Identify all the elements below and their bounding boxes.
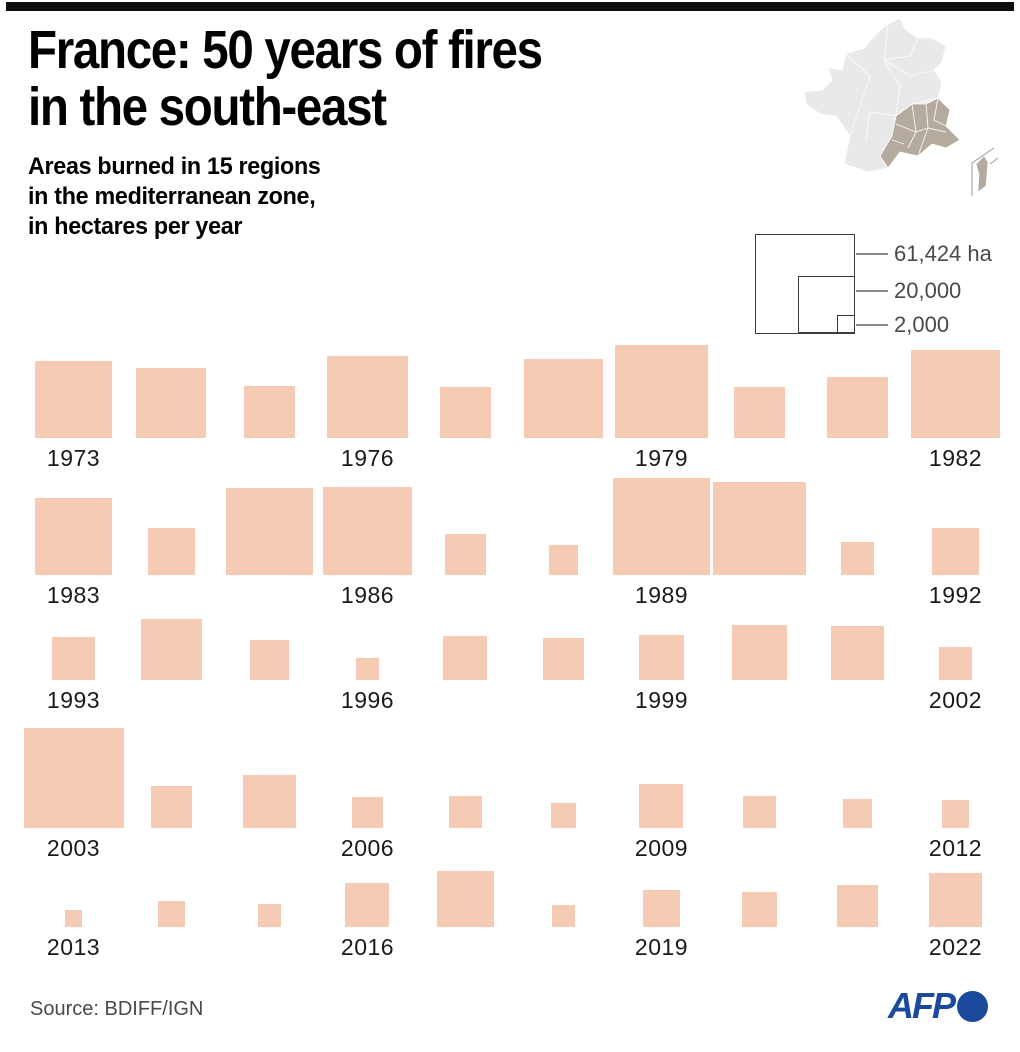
year-label-1982: 1982 <box>928 445 983 471</box>
year-square-1992 <box>931 527 980 575</box>
year-square-1996 <box>356 657 379 680</box>
year-square-2016 <box>345 882 390 927</box>
year-square-2018 <box>552 904 575 927</box>
title-line-2: in the south-east <box>28 77 387 137</box>
year-square-2019 <box>643 890 680 927</box>
southeast-department-borders <box>891 97 947 157</box>
year-label-1993: 1993 <box>46 687 101 713</box>
year-square-1998 <box>542 638 585 680</box>
year-label-2002: 2002 <box>928 687 983 713</box>
year-label-1996: 1996 <box>340 687 395 713</box>
year-label-1992: 1992 <box>928 582 983 608</box>
year-square-1980 <box>733 386 785 438</box>
subtitle: Areas burned in 15 regions in the medite… <box>28 152 321 242</box>
france-map <box>800 16 1000 226</box>
title-line-1: France: 50 years of fires <box>28 20 543 80</box>
legend-tick-line-max <box>856 253 888 255</box>
southeast-region <box>879 97 961 169</box>
legend-label-max: 61,424 ha <box>894 241 992 266</box>
year-square-2020 <box>742 892 777 927</box>
year-square-1979 <box>615 345 708 438</box>
year-square-2002 <box>938 646 972 680</box>
legend-square-small <box>837 315 855 333</box>
year-label-1983: 1983 <box>46 582 101 608</box>
year-square-1978 <box>524 359 603 438</box>
year-square-2009 <box>639 783 684 828</box>
year-square-2008 <box>551 803 576 828</box>
year-square-1997 <box>443 635 488 680</box>
year-square-1993 <box>51 636 96 680</box>
year-square-1986 <box>323 486 412 575</box>
year-label-2012: 2012 <box>928 835 983 861</box>
subtitle-line-3: in hectares per year <box>28 213 243 240</box>
afp-logo-globe-icon <box>957 990 988 1022</box>
year-square-2003 <box>23 728 124 828</box>
year-label-2009: 2009 <box>634 835 689 861</box>
year-label-1986: 1986 <box>340 582 395 608</box>
year-square-1975 <box>243 386 296 438</box>
subtitle-line-2: in the mediterranean zone, <box>28 183 316 210</box>
year-label-2003: 2003 <box>46 835 101 861</box>
year-label-2013: 2013 <box>46 934 101 960</box>
afp-logo: AFP <box>888 988 988 1024</box>
year-square-1977 <box>439 386 491 438</box>
legend-tick-line-small <box>856 324 888 326</box>
year-square-2010 <box>743 795 776 828</box>
year-square-1995 <box>249 640 290 680</box>
year-square-1985 <box>225 487 313 575</box>
year-square-2013 <box>64 909 83 927</box>
year-square-1990 <box>713 482 806 575</box>
year-square-2004 <box>150 786 193 828</box>
year-label-2006: 2006 <box>340 835 395 861</box>
year-square-1973 <box>35 361 112 438</box>
year-label-1979: 1979 <box>634 445 689 471</box>
legend-label-mid: 20,000 <box>894 278 962 303</box>
year-label-1989: 1989 <box>634 582 689 608</box>
year-square-2011 <box>842 798 873 828</box>
corsica <box>975 155 989 193</box>
year-square-1983 <box>35 498 112 575</box>
year-square-2014 <box>158 900 185 927</box>
year-label-2019: 2019 <box>634 934 689 960</box>
year-label-2022: 2022 <box>928 934 983 960</box>
year-square-2015 <box>258 904 281 927</box>
year-square-1999 <box>639 635 684 680</box>
year-square-1989 <box>612 477 710 575</box>
year-label-2016: 2016 <box>340 934 395 960</box>
year-square-2017 <box>437 870 494 927</box>
year-square-1984 <box>147 527 196 575</box>
year-square-2021 <box>836 885 879 927</box>
year-square-1991 <box>840 541 874 575</box>
subtitle-line-1: Areas burned in 15 regions <box>28 153 321 180</box>
year-square-1976 <box>326 356 409 438</box>
legend-tick-line-mid <box>856 290 888 292</box>
top-rule <box>6 2 1014 11</box>
page-title: France: 50 years of fires in the south-e… <box>28 20 543 137</box>
source-credit: Source: BDIFF/IGN <box>30 998 204 1020</box>
year-label-1976: 1976 <box>340 445 395 471</box>
legend-label-small: 2,000 <box>894 312 950 337</box>
afp-logo-text: AFP <box>888 985 956 1026</box>
year-square-1981 <box>826 376 889 438</box>
year-square-2022 <box>928 873 983 927</box>
year-square-2000 <box>731 624 787 680</box>
year-label-1999: 1999 <box>634 687 689 713</box>
year-square-1994 <box>140 618 203 680</box>
year-square-1982 <box>911 349 1000 438</box>
year-square-2001 <box>830 626 885 680</box>
year-square-2005 <box>242 774 297 828</box>
year-label-1973: 1973 <box>46 445 101 471</box>
year-square-2006 <box>352 797 383 828</box>
department-borders <box>845 23 939 141</box>
year-square-1974 <box>136 367 207 438</box>
year-square-1987 <box>445 534 486 575</box>
year-square-2012 <box>941 800 970 828</box>
france-map-svg <box>803 17 999 196</box>
corsica-inset-lines <box>971 147 999 196</box>
year-square-1988 <box>548 545 579 575</box>
year-square-2007 <box>449 795 482 828</box>
